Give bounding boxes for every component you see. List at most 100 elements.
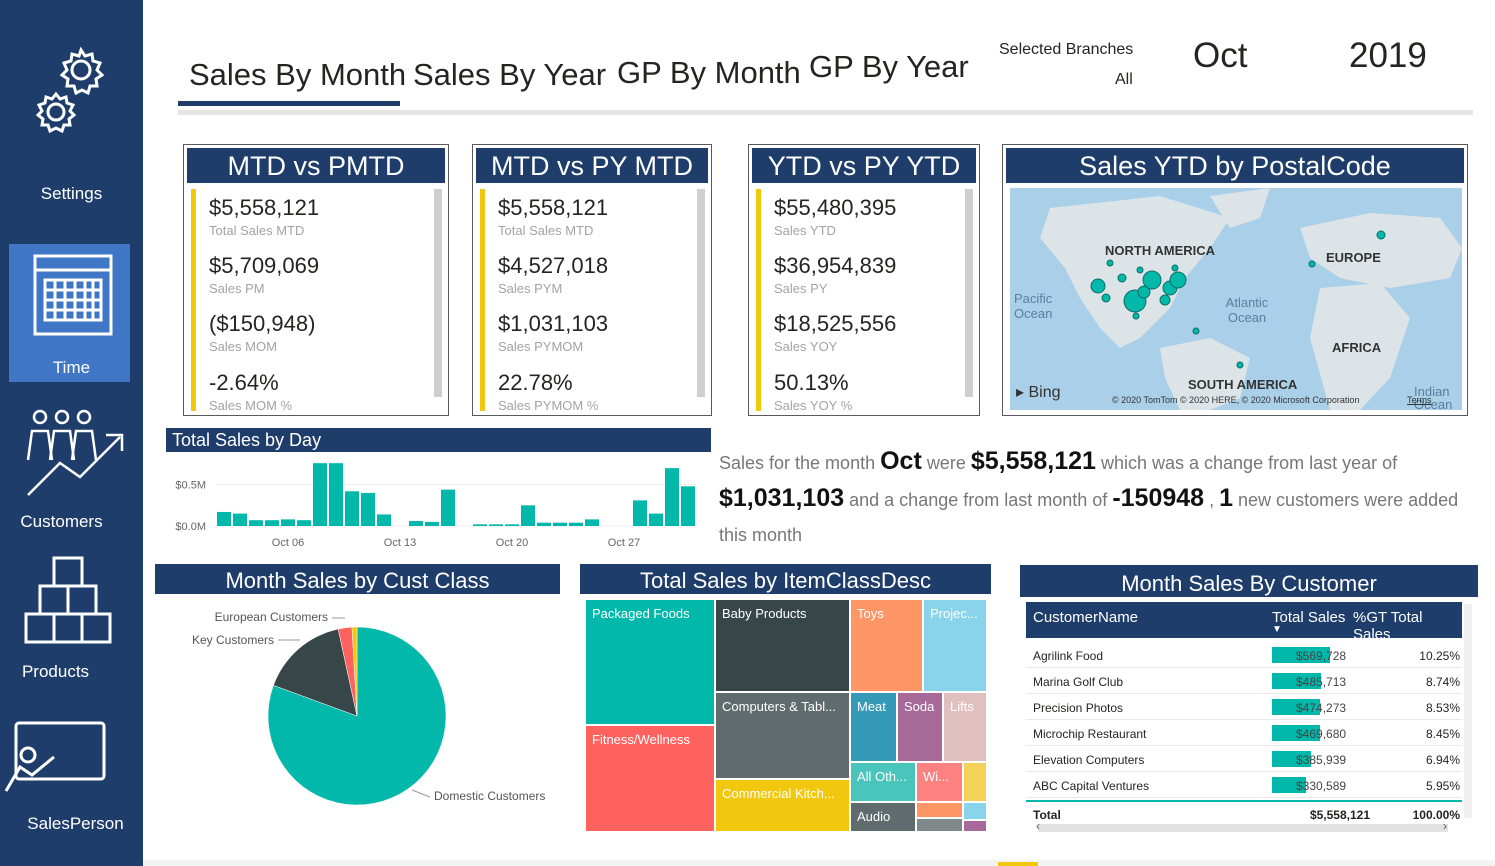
nav-salesperson-label: SalesPerson xyxy=(27,814,124,833)
treemap-tile[interactable]: Wi... xyxy=(916,762,963,802)
day-bar[interactable] xyxy=(233,513,247,526)
tab-sales-by-year[interactable]: Sales By Year xyxy=(413,57,607,92)
tab-gp-by-year[interactable]: GP By Year xyxy=(809,49,969,84)
kpi-accent-bar xyxy=(191,189,196,411)
gear-icon xyxy=(35,46,105,134)
treemap-tile[interactable]: Baby Products xyxy=(715,599,850,692)
day-bar[interactable] xyxy=(489,524,503,526)
treemap-tile[interactable]: Toys xyxy=(850,599,923,692)
table-row[interactable]: Microchip Restaurant $469,680 8.45% xyxy=(1026,720,1462,746)
map-terms-link[interactable]: Terms xyxy=(1407,395,1432,405)
tab-gp-by-month[interactable]: GP By Month xyxy=(617,55,801,90)
scroll-right-icon[interactable]: › xyxy=(1443,819,1447,833)
day-bar[interactable] xyxy=(345,491,359,526)
kpi-card-mtd-vs-pmtd: MTD vs PMTD $5,558,121 Total Sales MTD $… xyxy=(183,144,449,416)
narrative-text: and a change from last month of xyxy=(849,490,1108,510)
daily-chart-title: Total Sales by Day xyxy=(166,428,711,452)
column-header-pct-gt[interactable]: %GT Total Sales xyxy=(1353,609,1423,643)
day-bar[interactable] xyxy=(361,492,375,526)
nav-salesperson[interactable]: SalesPerson xyxy=(0,715,143,845)
day-bar[interactable] xyxy=(329,463,343,526)
day-bar[interactable] xyxy=(681,486,695,526)
treemap-tile-small[interactable] xyxy=(916,802,963,818)
table-vertical-scrollbar[interactable] xyxy=(1464,604,1472,818)
kpi-scrollbar[interactable] xyxy=(965,189,973,397)
pie-data-label: European Customers xyxy=(215,610,328,624)
treemap-tile[interactable]: Packaged Foods xyxy=(585,599,715,725)
treemap-tile[interactable]: Commercial Kitch... xyxy=(715,779,850,832)
day-bar[interactable] xyxy=(409,521,423,526)
day-bar[interactable] xyxy=(425,521,439,526)
day-bar[interactable] xyxy=(473,524,487,526)
kpi-label: Total Sales MTD xyxy=(209,223,305,238)
calendar-icon xyxy=(33,254,113,336)
table-row[interactable]: Elevation Computers $385,939 6.94% xyxy=(1026,746,1462,772)
sidebar-nav: Settings Time Custo xyxy=(0,0,143,866)
treemap-tile[interactable]: Audio xyxy=(850,802,916,832)
table-row[interactable]: Marina Golf Club $485,713 8.74% xyxy=(1026,668,1462,694)
day-bar[interactable] xyxy=(569,522,583,526)
pie-slice[interactable] xyxy=(351,626,358,717)
cust-class-pie-chart: Domestic Customers Key Customers European … xyxy=(192,610,545,806)
nav-time[interactable]: Time xyxy=(0,244,143,382)
day-bar[interactable] xyxy=(217,511,231,526)
kpi-scrollbar[interactable] xyxy=(434,189,442,397)
pie-slice[interactable] xyxy=(273,628,358,717)
day-bar[interactable] xyxy=(521,505,535,526)
treemap-tile[interactable]: Soda xyxy=(897,692,943,762)
tab-sales-by-month[interactable]: Sales By Month xyxy=(189,57,407,92)
map-copyright: © 2020 TomTom © 2020 HERE, © 2020 Micros… xyxy=(1112,395,1360,405)
day-bar[interactable] xyxy=(649,513,663,526)
column-header-customer[interactable]: CustomerName xyxy=(1033,609,1139,626)
kpi-accent-bar xyxy=(756,189,761,411)
day-bar[interactable] xyxy=(249,520,263,526)
bottom-page-indicator[interactable] xyxy=(998,862,1038,866)
nav-customers[interactable]: Customers xyxy=(0,400,143,535)
treemap-tile[interactable]: Meat xyxy=(850,692,897,762)
day-bar[interactable] xyxy=(553,522,567,526)
treemap-tile-small[interactable] xyxy=(963,762,987,802)
customer-total-sales: $385,939 xyxy=(1296,753,1347,767)
treemap-tile[interactable]: Projec... xyxy=(923,599,987,692)
day-bar[interactable] xyxy=(537,522,551,526)
total-pct-value: 100.00% xyxy=(1412,808,1460,822)
customer-name: Microchip Restaurant xyxy=(1033,727,1147,741)
presenter-icon xyxy=(4,721,106,792)
day-bar[interactable] xyxy=(441,489,455,526)
day-bar[interactable] xyxy=(297,520,311,526)
treemap-tile[interactable]: All Oth... xyxy=(850,762,916,802)
treemap-tile[interactable]: Fitness/Wellness xyxy=(585,725,715,832)
customer-total-sales: $469,680 xyxy=(1296,727,1347,741)
day-bar[interactable] xyxy=(633,500,647,526)
selected-year[interactable]: 2019 xyxy=(1349,36,1427,75)
day-bar[interactable] xyxy=(505,524,519,526)
nav-settings[interactable]: Settings xyxy=(0,30,143,210)
day-bar[interactable] xyxy=(665,468,679,526)
branches-value[interactable]: All xyxy=(1115,71,1133,88)
treemap-tile[interactable]: Computers & Tabl... xyxy=(715,692,850,779)
treemap-tile-small[interactable] xyxy=(963,820,987,832)
day-bar[interactable] xyxy=(281,519,295,526)
table-row[interactable]: Precision Photos $474,273 8.53% xyxy=(1026,694,1462,720)
kpi-scrollbar[interactable] xyxy=(697,189,705,397)
table-row[interactable]: Agrilink Food $569,728 10.25% xyxy=(1026,642,1462,668)
customer-name: Elevation Computers xyxy=(1033,753,1145,767)
map-label-indian: Indian Ocean xyxy=(1414,384,1453,410)
scroll-left-icon[interactable]: ‹ xyxy=(1036,819,1040,833)
treemap-tile-small[interactable] xyxy=(963,802,987,820)
x-tick-label: Oct 13 xyxy=(384,537,416,549)
customer-pct-gt: 6.94% xyxy=(1425,753,1460,767)
postal-code-map[interactable]: NORTH AMERICA EUROPE Pacific Ocean Atlan… xyxy=(1010,188,1462,410)
day-bar[interactable] xyxy=(265,520,279,526)
treemap-tile[interactable]: Lifts xyxy=(943,692,987,762)
day-bar[interactable] xyxy=(585,519,599,526)
table-horizontal-scrollbar[interactable] xyxy=(1038,824,1448,832)
treemap-tile-small[interactable] xyxy=(916,818,963,832)
day-bar[interactable] xyxy=(377,514,391,526)
day-bar[interactable] xyxy=(313,463,327,526)
nav-products[interactable]: Products xyxy=(0,552,143,687)
column-header-total-sales[interactable]: Total Sales xyxy=(1272,609,1346,626)
selected-month[interactable]: Oct xyxy=(1193,36,1248,75)
customer-pct-gt: 8.74% xyxy=(1425,675,1460,689)
table-row[interactable]: ABC Capital Ventures $330,589 5.95% xyxy=(1026,772,1462,798)
